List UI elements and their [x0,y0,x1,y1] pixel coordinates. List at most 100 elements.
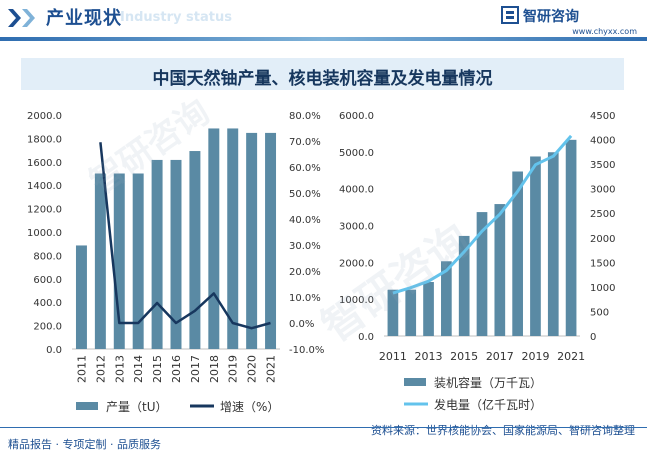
bar [265,132,277,349]
left-axis-tick-label: 5000.0 [339,148,374,159]
right-axis-tick-label: -10.0% [289,345,324,356]
header-bar: 产业现状 Industry status 智研咨询 www.chyxx.com [0,0,647,36]
right-axis-tick-label: 80.0% [289,111,321,122]
x-axis-tick-label: 2015 [450,350,478,363]
bar [476,212,488,336]
chevron-right-icon [8,9,35,27]
bar [151,159,163,349]
legend-label: 发电量（亿千瓦时） [434,397,542,412]
bar [75,245,87,349]
left-axis-tick-label: 6000.0 [339,111,374,122]
x-axis-tick-label: 2020 [246,355,259,383]
bar [405,289,417,336]
section-title: 产业现状 [46,8,122,29]
x-axis-tick-label: 2019 [227,355,240,383]
bar [113,173,125,349]
legend-swatch-bar [76,402,98,410]
x-axis-tick-label: 2017 [486,350,514,363]
legend-label: 增速（%） [220,400,279,414]
section-title-ghost: Industry status [120,10,232,25]
x-axis-tick-label: 2014 [132,355,145,383]
left-axis-tick-label: 1000.0 [27,228,62,239]
left-axis-tick-label: 0.0 [358,332,374,343]
right-axis-tick-label: 500 [590,307,609,318]
right-axis-tick-label: 3000 [590,185,615,196]
brand-url: www.chyxx.com [572,27,637,36]
brand-name: 智研咨询 [523,9,579,25]
x-axis-tick-label: 2011 [379,350,407,363]
right-axis-tick-label: 0.0% [289,319,314,330]
left-axis-tick-label: 400.0 [33,298,62,309]
left-axis-tick-label: 1600.0 [27,158,62,169]
bar [530,156,541,336]
bar [189,151,201,349]
x-axis-tick-label: 2016 [170,355,183,383]
x-axis-tick-label: 2021 [265,355,278,383]
left-axis-tick-label: 2000.0 [27,111,62,122]
x-axis-tick-label: 2021 [557,350,585,363]
bar [565,139,577,336]
left-axis-tick-label: 0.0 [46,345,62,356]
left-axis-tick-label: 2000.0 [339,258,374,269]
left-axis-tick-label: 4000.0 [339,185,374,196]
right-axis-tick-label: 50.0% [289,189,321,200]
left-axis-tick-label: 600.0 [33,275,62,286]
left-axis-tick-label: 800.0 [33,251,62,262]
header-divider [0,37,647,41]
legend-swatch-bar [404,378,426,386]
right-axis-tick-label: 40.0% [289,215,321,226]
x-axis-tick-label: 2018 [208,355,221,383]
series-line [99,142,271,330]
x-axis-tick-label: 2013 [113,355,126,383]
logo-icon [501,6,519,24]
bar [227,128,239,349]
footer-slogan: 精品报告 · 专项定制 · 品质服务 [8,438,161,451]
bar [458,235,470,336]
x-axis-tick-label: 2017 [189,355,202,383]
right-axis-tick-label: 10.0% [289,293,321,304]
left-axis-tick-label: 1400.0 [27,181,62,192]
bar [246,132,258,349]
series-line [392,134,573,295]
bar [494,204,506,336]
left-axis-tick-label: 1800.0 [27,134,62,145]
right-axis-tick-label: 4500 [590,111,615,122]
chart-title: 中国天然铀产量、核电装机容量及发电量情况 [152,69,493,89]
right-axis-tick-label: 4000 [590,136,615,147]
right-axis-tick-label: 60.0% [289,163,321,174]
bar [94,173,106,349]
brand-block: 智研咨询 www.chyxx.com [489,4,639,36]
x-axis-tick-label: 2013 [415,350,443,363]
bar [387,289,399,336]
legend-label: 装机容量（万千瓦） [434,375,542,390]
right-axis-tick-label: 1500 [590,258,615,269]
right-axis-tick-label: 2500 [590,209,615,220]
right-axis-tick-label: 30.0% [289,241,321,252]
right-axis-tick-label: 1000 [590,283,615,294]
bar [208,128,220,349]
right-axis-tick-label: 20.0% [289,267,321,278]
chart-title-band: 中国天然铀产量、核电装机容量及发电量情况 [21,58,624,90]
left-axis-tick-label: 200.0 [33,322,62,333]
source-note: 资料来源：世界核能协会、国家能源局、智研咨询整理 [371,424,635,437]
left-axis-tick-label: 1000.0 [339,295,374,306]
left-axis-tick-label: 1200.0 [27,205,62,216]
bar [512,171,523,336]
left-axis-tick-label: 3000.0 [339,222,374,233]
right-axis-tick-label: 2000 [590,234,615,245]
right-axis-tick-label: 70.0% [289,137,321,148]
bar [170,159,182,349]
legend-label: 产量（tU） [106,400,168,414]
right-axis-tick-label: 0 [590,332,596,343]
bar [132,173,144,349]
x-axis-tick-label: 2019 [521,350,549,363]
bar [441,261,452,336]
x-axis-tick-label: 2011 [75,355,88,383]
x-axis-tick-label: 2012 [94,355,107,383]
right-axis-tick-label: 3500 [590,160,615,171]
x-axis-tick-label: 2015 [151,355,164,383]
bar [423,282,434,336]
bar [547,152,559,336]
footer-divider [0,427,647,428]
